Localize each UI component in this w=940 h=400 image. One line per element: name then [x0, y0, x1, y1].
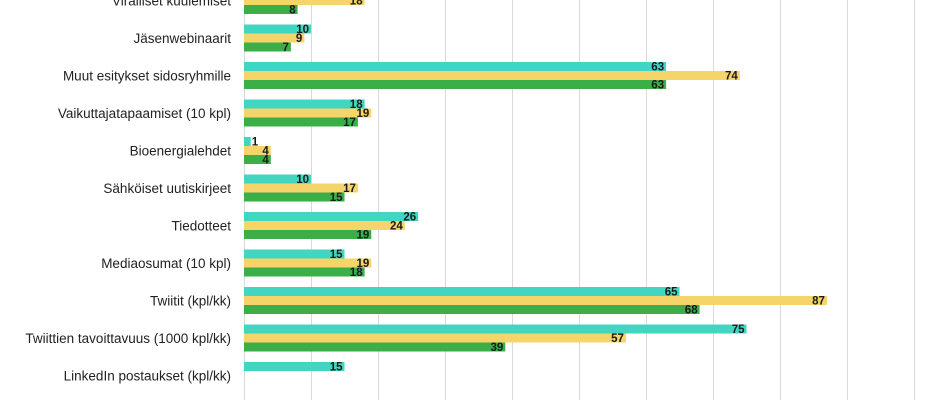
bar: [244, 333, 626, 343]
data-label: 18: [350, 0, 363, 8]
bar: [244, 230, 372, 239]
labels: Viralliset kuulemiset29188Jäsenwebinaari…: [25, 0, 824, 384]
data-label: 8: [289, 5, 296, 17]
bar: [244, 249, 345, 259]
data-label: 9: [296, 33, 302, 45]
data-label: 15: [330, 192, 343, 204]
data-label: 19: [357, 108, 370, 120]
data-label: 1: [252, 137, 259, 149]
category-label: Jäsenwebinaarit: [133, 31, 231, 46]
category-label: Mediaosumat (10 kpl): [101, 256, 231, 271]
bar: [244, 99, 365, 109]
bar: [244, 71, 740, 80]
category-label: Twiitit (kpl/kk): [150, 294, 231, 309]
bar: [244, 24, 311, 34]
data-label: 10: [296, 174, 309, 186]
bar: [244, 155, 271, 164]
bar: [244, 108, 372, 118]
bar: [244, 296, 827, 305]
data-label: 4: [262, 155, 269, 167]
bar: [244, 183, 358, 193]
data-label: 74: [725, 71, 738, 83]
bar: [244, 62, 667, 71]
data-label: 26: [403, 212, 416, 224]
bar: [244, 267, 365, 277]
data-label: 7: [282, 42, 288, 54]
data-label: 10: [296, 24, 309, 36]
bar: [244, 305, 700, 314]
bar: [244, 342, 506, 352]
bar: [244, 221, 405, 230]
data-label: 68: [685, 305, 698, 317]
data-label: 39: [491, 342, 504, 354]
data-label: 19: [357, 258, 370, 270]
category-label: Bioenergialehdet: [130, 144, 232, 159]
data-label: 4: [262, 146, 269, 158]
category-label: Tiedotteet: [171, 219, 231, 234]
data-label: 63: [651, 80, 664, 92]
category-label: Sähköiset uutiskirjeet: [103, 181, 231, 196]
category-label: Twiittien tavoittavuus (1000 kpl/kk): [25, 331, 231, 346]
category-label: Vaikuttajatapaamiset (10 kpl): [58, 106, 231, 121]
bar: [244, 137, 251, 146]
data-label: 87: [812, 296, 825, 308]
category-label: Muut esitykset sidosryhmille: [63, 69, 231, 84]
bar: [244, 42, 291, 52]
data-label: 75: [732, 324, 745, 336]
bar: [244, 33, 305, 43]
bar: [244, 362, 345, 371]
data-label: 24: [390, 221, 403, 233]
bar: [244, 258, 372, 268]
bar: [244, 324, 747, 334]
bar: [244, 287, 680, 296]
bar: [244, 5, 298, 14]
data-label: 17: [343, 117, 356, 129]
bar: [244, 117, 358, 127]
data-label: 63: [651, 62, 664, 74]
bar: [244, 80, 667, 89]
data-label: 18: [350, 99, 363, 111]
data-label: 65: [665, 287, 678, 299]
bar: [244, 146, 271, 155]
data-label: 19: [357, 230, 370, 242]
bar: [244, 174, 311, 184]
category-label: LinkedIn postaukset (kpl/kk): [64, 369, 231, 384]
category-label: Viralliset kuulemiset: [112, 0, 231, 9]
bar: [244, 192, 345, 202]
bar: [244, 0, 365, 5]
data-label: 57: [611, 333, 624, 345]
bars: [244, 0, 827, 371]
data-label: 15: [330, 249, 343, 261]
bar: [244, 212, 419, 221]
data-label: 18: [350, 267, 363, 279]
data-label: 17: [343, 183, 356, 195]
data-label: 15: [330, 362, 343, 374]
